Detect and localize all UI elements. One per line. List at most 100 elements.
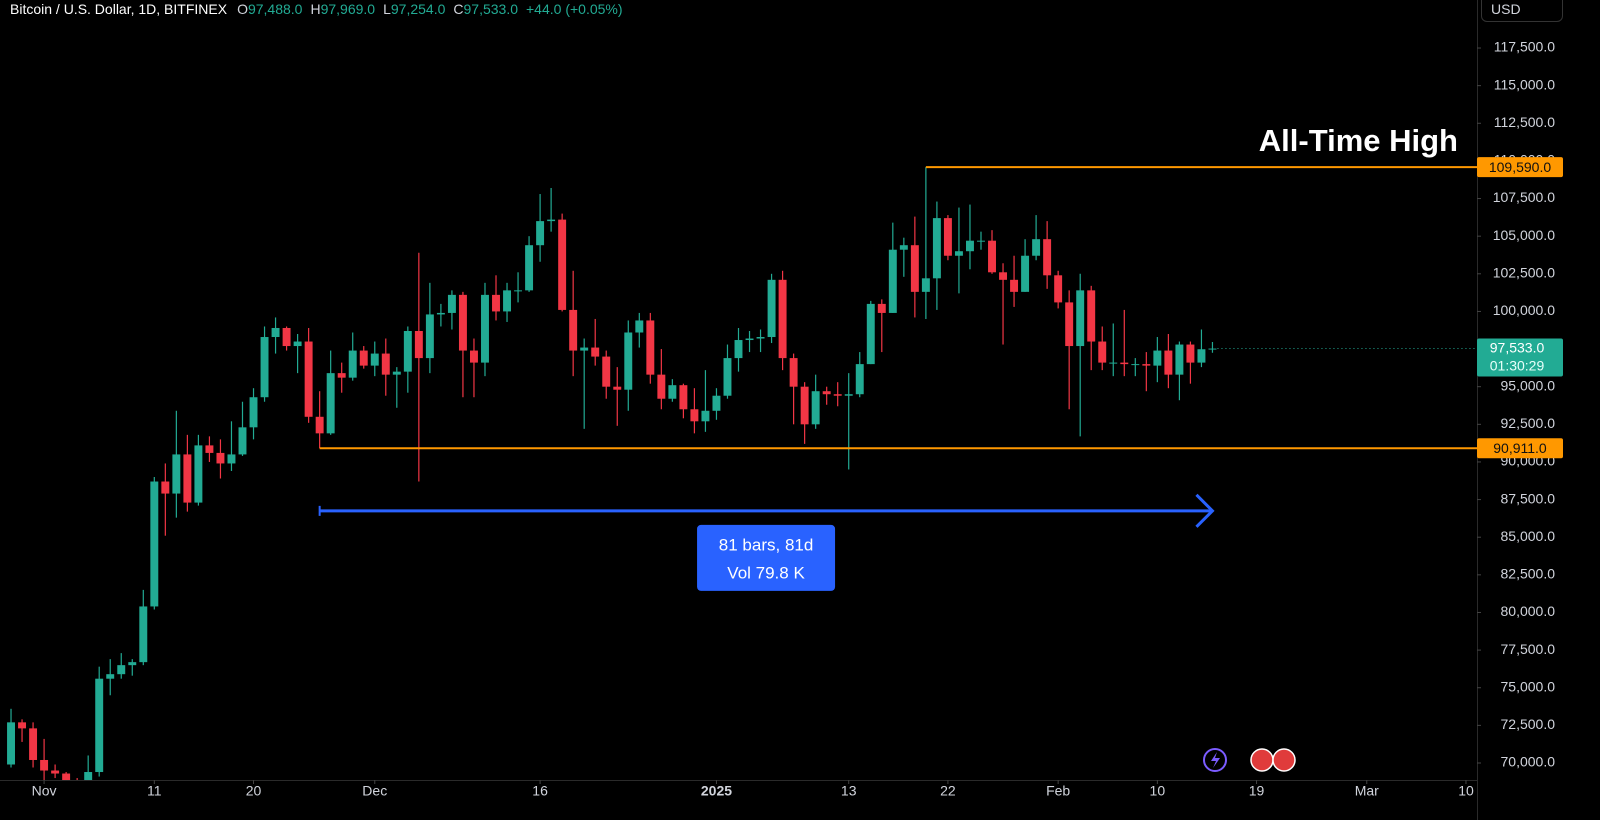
candle-body <box>1043 239 1052 276</box>
candle-body <box>866 303 875 365</box>
candle-body <box>1142 364 1151 366</box>
candle-body <box>403 330 412 372</box>
candle-body <box>469 350 478 363</box>
candle-body <box>811 391 820 425</box>
candle-body <box>734 340 743 359</box>
candle-body <box>326 373 335 434</box>
candle-body <box>161 481 170 494</box>
candle-body <box>282 327 291 347</box>
candle-body <box>822 391 831 395</box>
candle-body <box>932 218 941 279</box>
candle-body <box>1076 290 1085 347</box>
range-box <box>697 524 836 591</box>
range-label: Vol 79.8 K <box>727 563 805 582</box>
range-label: 81 bars, 81d <box>719 535 814 554</box>
candle-body <box>40 759 49 771</box>
candle-body <box>238 427 247 455</box>
candle-body <box>536 221 545 246</box>
candle-body <box>1164 350 1173 375</box>
x-tick-label: 11 <box>147 783 162 799</box>
candle-body <box>1208 348 1217 350</box>
candle-body <box>977 240 985 242</box>
candle-body <box>767 279 776 338</box>
candle-body <box>150 481 159 607</box>
candle-body <box>668 385 677 399</box>
candle-body <box>481 294 489 363</box>
x-tick-label: 10 <box>1150 783 1166 799</box>
candle-body <box>425 314 434 359</box>
candle-body <box>800 386 809 425</box>
y-tick-label: 112,500.0 <box>1494 114 1555 130</box>
candle-body <box>436 312 445 315</box>
x-tick-label: 10 <box>1458 783 1474 799</box>
field-value: 97,533.0 <box>463 1 519 17</box>
y-tick-label: 75,000.0 <box>1501 678 1556 694</box>
candle-body <box>943 218 952 256</box>
candle-body <box>29 728 38 760</box>
field-value: 97,488.0 <box>247 1 303 17</box>
candle-body <box>591 347 600 357</box>
candle-body <box>183 454 192 503</box>
candle-body <box>117 665 126 675</box>
candle-body <box>1032 239 1041 256</box>
last-price-label: 97,533.0 <box>1490 339 1545 355</box>
y-tick-label: 82,500.0 <box>1501 566 1556 582</box>
candle-body <box>602 356 611 387</box>
field-key: C <box>453 1 464 17</box>
y-tick-label: 115,000.0 <box>1494 76 1555 92</box>
last-price-badge <box>1477 338 1563 377</box>
currency-button[interactable]: USD <box>1481 0 1563 22</box>
level-label: 90,911.0 <box>1493 440 1547 456</box>
candle-body <box>414 330 423 359</box>
symbol-header: Bitcoin / U.S. Dollar, 1D, BITFINEX O97,4… <box>10 1 631 17</box>
candle-body <box>1131 364 1140 366</box>
change: +44.0 (+0.05%) <box>526 1 623 17</box>
candle-body <box>348 350 357 378</box>
field-key: L <box>383 1 391 17</box>
candle-body <box>745 338 754 341</box>
candle-body <box>106 674 115 679</box>
x-tick-label: 22 <box>940 783 956 799</box>
candle-body <box>304 341 313 417</box>
candle-body <box>359 350 368 366</box>
y-tick-label: 72,500.0 <box>1501 716 1556 732</box>
flag-icon[interactable] <box>1250 748 1274 772</box>
candle-body <box>844 394 853 396</box>
candle-body <box>778 279 787 359</box>
x-tick-label: 16 <box>532 783 548 799</box>
countdown: 01:30:29 <box>1490 357 1545 373</box>
flag-icon[interactable] <box>1272 748 1296 772</box>
symbol: Bitcoin / U.S. Dollar, 1D, BITFINEX <box>10 1 228 17</box>
candle-body <box>988 240 996 273</box>
candle-body <box>1054 275 1063 303</box>
candle-body <box>1098 341 1107 363</box>
plot-area <box>7 166 1477 780</box>
field-value: 97,969.0 <box>320 1 376 17</box>
y-tick-label: 80,000.0 <box>1501 603 1556 619</box>
candle-body <box>613 386 622 390</box>
candle-body <box>712 395 721 411</box>
lightning-icon[interactable] <box>1203 748 1227 772</box>
candle-body <box>392 371 401 375</box>
candle-body <box>723 358 732 396</box>
x-tick-label: 19 <box>1249 783 1265 799</box>
x-tick-label: Mar <box>1355 783 1379 799</box>
x-tick-label: Nov <box>32 783 57 799</box>
x-tick-label: 20 <box>246 783 262 799</box>
y-tick-label: 87,500.0 <box>1501 490 1556 506</box>
candle-body <box>249 397 258 428</box>
ohlc-fields: O97,488.0 H97,969.0 L97,254.0 C97,533.0 <box>237 1 526 17</box>
candle-body <box>833 394 842 396</box>
candle-body <box>458 294 467 351</box>
level-badge <box>1477 438 1563 459</box>
candle-body <box>62 773 71 780</box>
candle-body <box>1021 255 1030 292</box>
candle-body <box>194 445 203 503</box>
candle-body <box>646 320 655 375</box>
candle-body <box>1065 302 1074 347</box>
y-tick-label: 107,500.0 <box>1493 189 1555 205</box>
y-tick-label: 117,500.0 <box>1494 39 1555 55</box>
candle-body <box>954 251 963 256</box>
